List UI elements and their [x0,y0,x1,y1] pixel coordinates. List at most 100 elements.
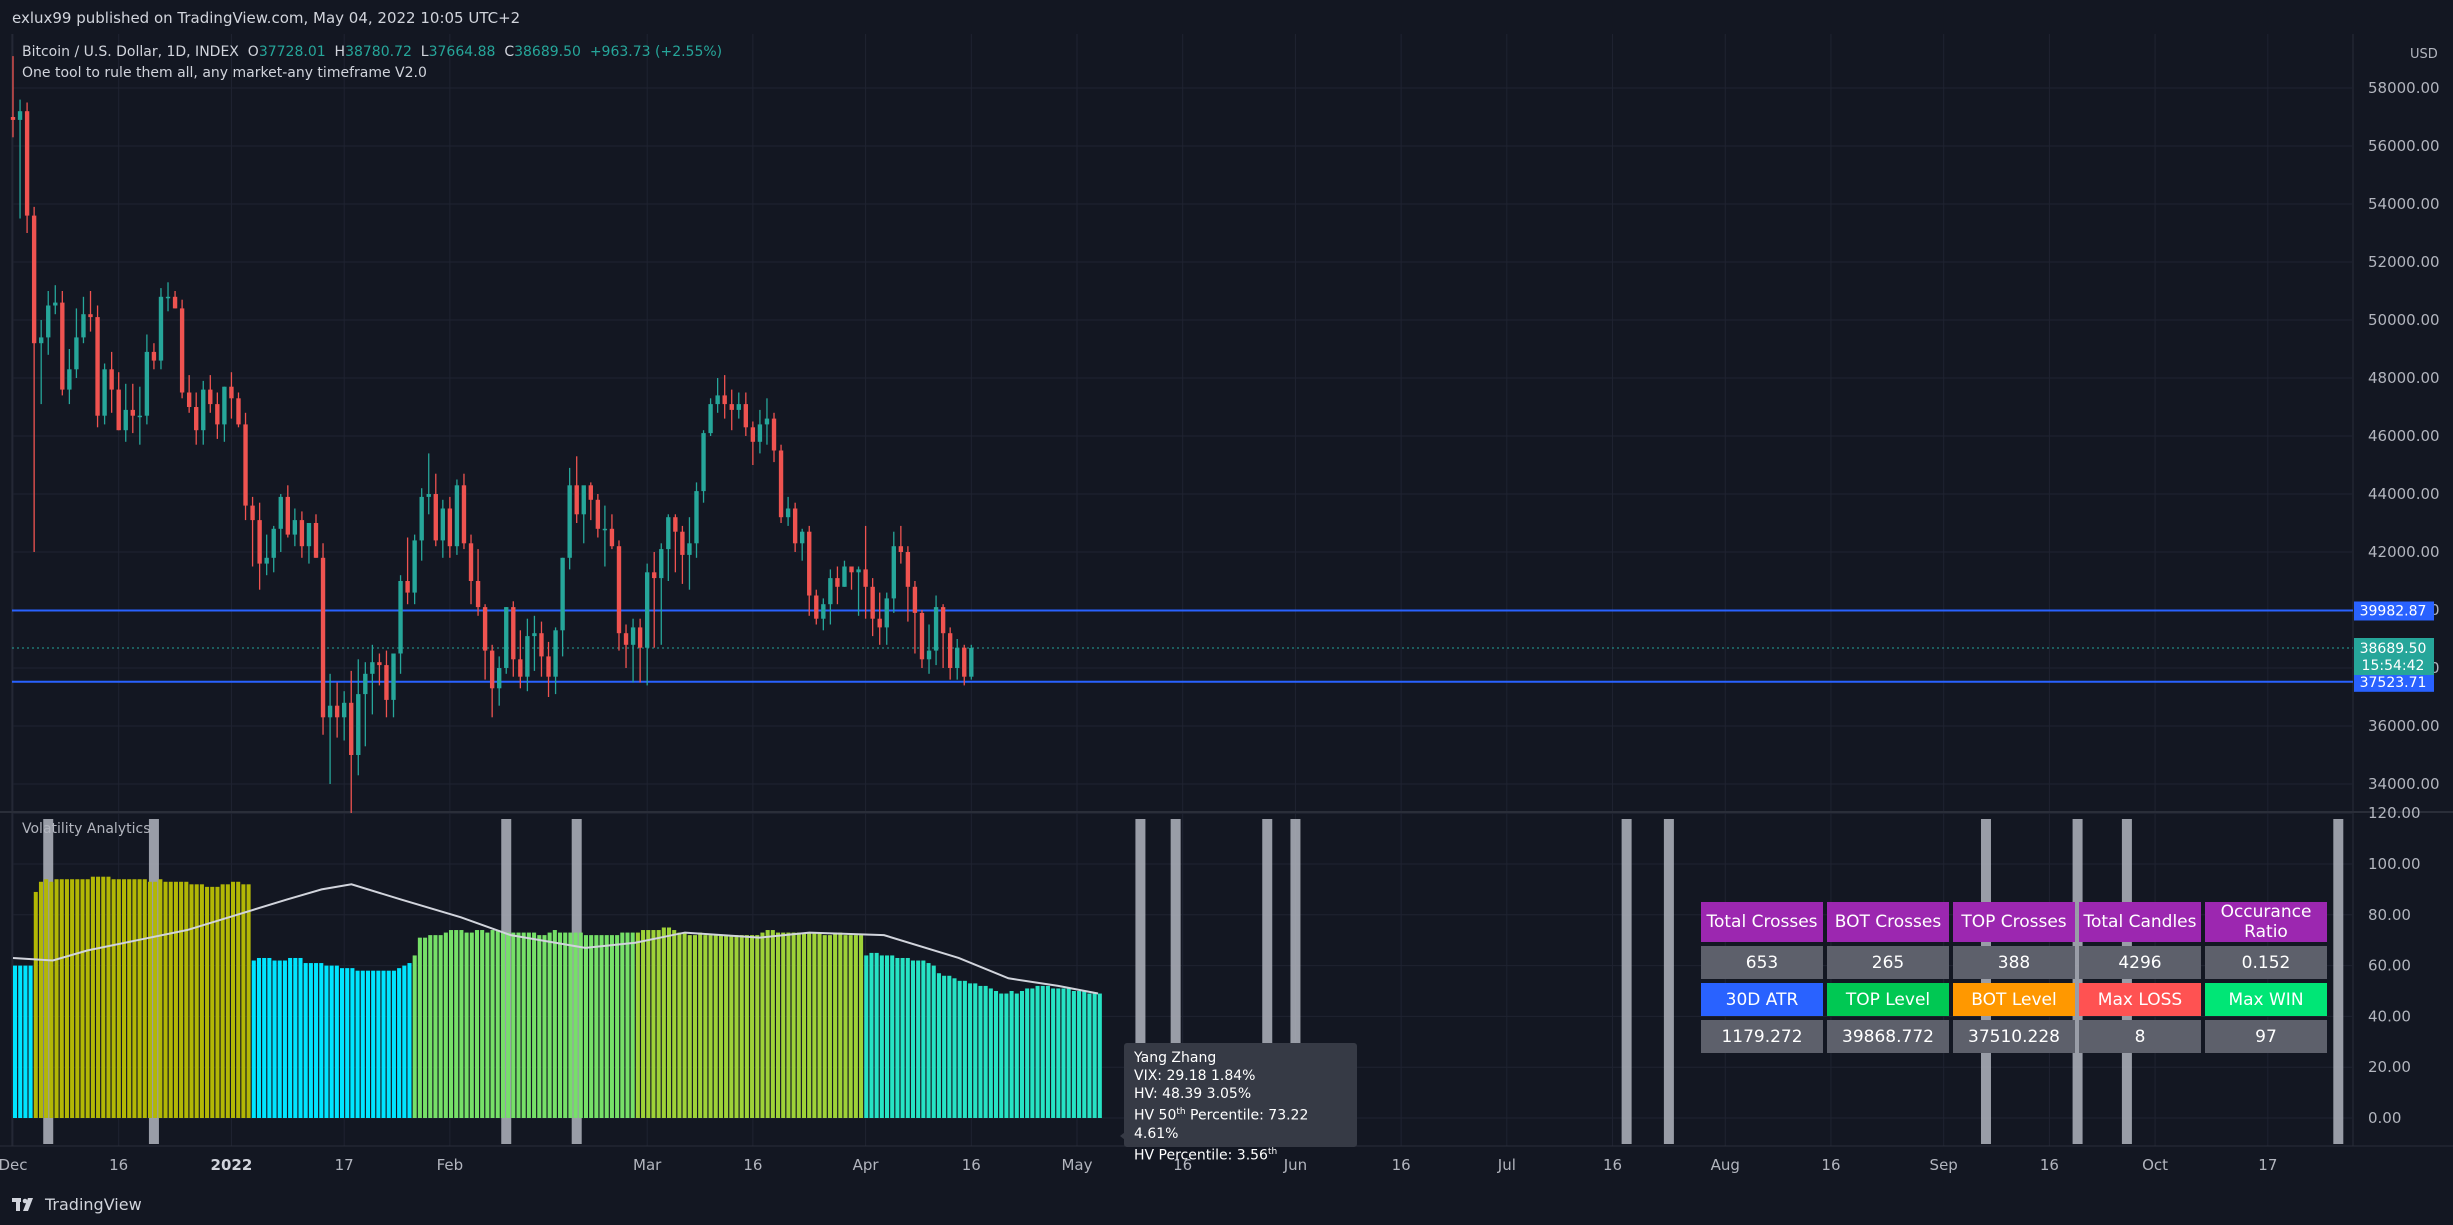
hv-ma-line [12,883,1099,995]
hv-bar [116,879,121,1118]
hv-bar [215,886,220,1118]
hv-bar [1066,988,1071,1118]
hv-bar [210,886,215,1118]
tradingview-brand: TradingView [45,1195,142,1214]
hv-bar [630,932,635,1118]
hv-bar [163,881,168,1118]
candle-body [405,581,410,593]
highlight-bar [2333,819,2344,1144]
hv-bar [371,970,376,1118]
price-tick-label: 42000.00 [2368,543,2440,561]
tooltip-hv50-sup: th [1176,1107,1186,1117]
candle-body [356,694,361,755]
candle-body [201,389,206,431]
candle-body [792,508,798,544]
candle-body [271,528,276,558]
hv-bar [895,957,900,1118]
time-tick-label: Aug [1711,1156,1740,1174]
candle-body [623,633,629,645]
candle-body [652,572,657,579]
candle-body [46,305,51,338]
chart-area[interactable]: 34000.0036000.0038000.0040000.0042000.00… [0,34,2453,1184]
candle-body [144,351,150,416]
change-value: +963.73 (+2.55%) [589,44,723,60]
candle-body [940,607,946,634]
hv-bar [428,935,433,1118]
hv-bar [864,955,869,1118]
candle-body [17,111,23,120]
stats-value-1: 265 [1827,946,1949,979]
price-tick-label: 48000.00 [2368,369,2440,387]
hv-bar [563,932,568,1118]
vol-tick-label: 120.00 [2368,804,2421,822]
time-tick-label: 16 [2040,1156,2059,1174]
hv-bar [142,879,147,1118]
candle-body [969,648,974,677]
time-tick-label: 16 [1603,1156,1622,1174]
candle-body [468,543,474,581]
stats-value-2-1: 39868.772 [1827,1020,1949,1053]
candle-body [955,647,960,668]
candle-body [102,369,107,416]
low-value: 37664.88 [428,44,496,60]
candle-body [722,395,727,405]
stats-header-1: BOT Crosses [1827,902,1949,942]
candle-body [856,569,861,573]
candle-body [264,557,269,564]
hv-bar [90,876,95,1118]
hv-bar [495,930,500,1118]
hv-bar [267,957,272,1118]
hv-bar [646,930,651,1118]
hv-bar [59,879,64,1118]
candle-body [778,450,784,518]
tradingview-logo[interactable]: TradingView [12,1195,142,1214]
candle-body [81,314,86,338]
hv-bar [70,879,75,1118]
hv-bar [770,930,775,1118]
chart-svg[interactable]: 34000.0036000.0038000.0040000.0042000.00… [0,34,2453,1184]
footer-bar: TradingView [0,1184,2453,1225]
candle-body [560,557,565,631]
candle-body [757,424,763,442]
hv-bar [314,963,319,1118]
hv-bar [781,932,786,1118]
candle-body [919,612,925,660]
time-tick-label: 16 [1392,1156,1411,1174]
hv-bar [345,968,350,1118]
hv-bar [241,884,246,1118]
hv-bar [360,970,365,1118]
candle-body [137,415,143,418]
candle-body [24,111,30,216]
candle-body [130,409,135,416]
hv-bar [843,935,848,1118]
time-tick-label: Dec [0,1156,28,1174]
candle-body [884,598,889,628]
candle-body [828,578,833,605]
candle-body [349,702,354,755]
candle-body [736,404,741,410]
hv-bar [298,957,303,1118]
hv-bar [1071,991,1076,1118]
candle-body [215,404,220,425]
candle-body [729,404,734,410]
candle-body [750,427,756,442]
hv-bars-group [13,876,1102,1118]
stats-value-2-2: 37510.228 [1953,1020,2075,1053]
hv-bar [942,975,947,1118]
candle-body [398,581,403,654]
hv-bar [817,932,822,1118]
highlight-bar [1621,819,1632,1144]
hv-bar [983,985,988,1118]
candle-body [814,595,819,619]
hv-bar [656,930,661,1118]
time-tick-label: 17 [2258,1156,2277,1174]
hv-bar [137,879,142,1118]
price-tick-label: 34000.00 [2368,775,2440,793]
hv-bar [1045,985,1050,1118]
candle-body [363,673,368,695]
hv-bar [179,881,184,1118]
hv-bar [459,930,464,1118]
candle-body [278,496,283,529]
hv-bar [692,935,698,1118]
hv-bar [96,876,101,1118]
